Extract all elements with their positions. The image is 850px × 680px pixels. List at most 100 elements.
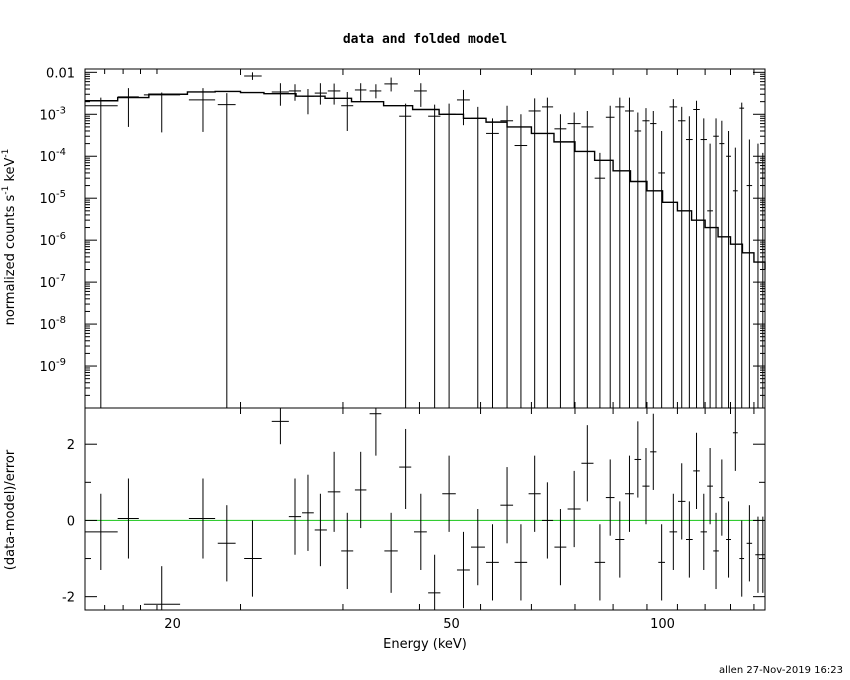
- data-point: [746, 139, 753, 408]
- residual-point: [354, 451, 367, 529]
- residual-point: [369, 408, 382, 456]
- data-point: [726, 130, 731, 408]
- residual-point: [669, 493, 678, 570]
- residual-point: [707, 448, 713, 525]
- residual-point: [327, 451, 341, 532]
- spectrum-panel: 0.01 10-3 10-4 10-5 10-6 10-7 10-8 10-9 normali…: [1, 66, 766, 409]
- y-label-unit-sup: -1: [1, 149, 11, 158]
- data-point: [700, 118, 707, 408]
- residual-point: [650, 413, 657, 490]
- data-point: [244, 72, 262, 80]
- residual-point: [760, 516, 765, 593]
- residual-point: [288, 478, 302, 555]
- data-point: [414, 83, 427, 107]
- y-tick-label: 10-6: [39, 231, 66, 249]
- data-point: [658, 130, 665, 408]
- data-point: [581, 110, 594, 408]
- data-point: [85, 97, 118, 408]
- y-label-main: normalized counts s: [3, 194, 18, 325]
- data-point: [634, 112, 642, 408]
- residual-point: [554, 509, 567, 586]
- data-point: [693, 100, 700, 408]
- residual-point: [719, 459, 725, 536]
- residual-point: [414, 493, 427, 570]
- residual-point: [542, 482, 554, 559]
- footer-stamp: allen 27-Nov-2019 16:23: [719, 665, 843, 676]
- residual-axes: 2 0 -2: [62, 407, 766, 611]
- data-point: [341, 91, 354, 131]
- residual-point: [615, 501, 625, 578]
- residual-point: [217, 505, 236, 582]
- residual-point: [143, 566, 181, 610]
- x-axis-label: Energy (keV): [383, 637, 467, 652]
- y-tick-label: 10-5: [39, 189, 66, 207]
- residual-point: [642, 448, 650, 525]
- data-point: [528, 98, 541, 408]
- data-point: [719, 120, 725, 408]
- data-point: [567, 112, 581, 408]
- data-point: [399, 103, 412, 408]
- data-point: [625, 97, 634, 408]
- data-point: [217, 93, 236, 408]
- chart-title: data and folded model: [343, 32, 507, 47]
- data-point: [739, 102, 745, 408]
- data-point: [605, 105, 615, 408]
- data-point: [594, 152, 606, 408]
- residual-point: [314, 493, 327, 567]
- residual-point: [244, 520, 262, 597]
- data-points-layer: [85, 72, 765, 408]
- data-point: [117, 88, 139, 127]
- data-point: [642, 108, 650, 408]
- x-tick-label: 50: [443, 617, 460, 632]
- folded-model-line: [85, 90, 766, 270]
- data-point: [486, 118, 499, 408]
- residual-point: [528, 455, 541, 532]
- data-point: [677, 106, 686, 408]
- y-tick-label: 10-9: [39, 357, 66, 375]
- residual-point: [732, 408, 738, 471]
- residual-point: [302, 474, 314, 551]
- residual-point: [581, 425, 594, 502]
- data-point: [314, 83, 327, 105]
- residual-point: [567, 470, 581, 548]
- residual-y-tick-label: 0: [67, 514, 75, 529]
- residual-point: [117, 478, 139, 559]
- data-point: [143, 92, 181, 133]
- y-tick-label: 10-3: [39, 105, 66, 123]
- residual-point: [486, 524, 499, 601]
- folded-model-layer: [85, 90, 766, 270]
- residual-y-tick-label: 2: [67, 438, 75, 453]
- residual-point: [685, 501, 693, 578]
- data-point: [327, 83, 341, 105]
- residual-point: [470, 509, 485, 586]
- data-point: [188, 88, 216, 132]
- y-tick-label: 10-4: [39, 147, 66, 165]
- data-point: [369, 84, 382, 99]
- residual-point: [746, 505, 753, 582]
- data-point: [470, 106, 485, 408]
- y-label-sup: -1: [1, 186, 11, 195]
- residual-point: [693, 432, 700, 509]
- data-point: [442, 103, 456, 408]
- data-point: [650, 110, 657, 408]
- residual-point: [677, 463, 686, 540]
- data-point: [755, 143, 761, 408]
- residual-point: [399, 428, 412, 509]
- x-tick-label: 20: [164, 617, 181, 632]
- residual-point: [634, 421, 642, 498]
- data-point: [384, 77, 398, 92]
- data-point: [685, 116, 693, 408]
- residual-point: [713, 512, 719, 590]
- x-axis-labels: 20 50 100: [164, 617, 675, 632]
- residual-point: [739, 520, 745, 597]
- residual-point: [341, 512, 354, 590]
- residual-point: [755, 516, 761, 593]
- x-tick-label: 100: [650, 617, 675, 632]
- data-point: [669, 99, 678, 408]
- spectrum-axes: 0.01 10-3 10-4 10-5 10-6 10-7 10-8 10-9: [39, 66, 766, 409]
- residual-y-axis-label: (data-model)/error: [3, 449, 18, 570]
- data-point: [713, 118, 719, 408]
- data-point: [302, 89, 314, 115]
- spectrum-frame: [84, 68, 766, 409]
